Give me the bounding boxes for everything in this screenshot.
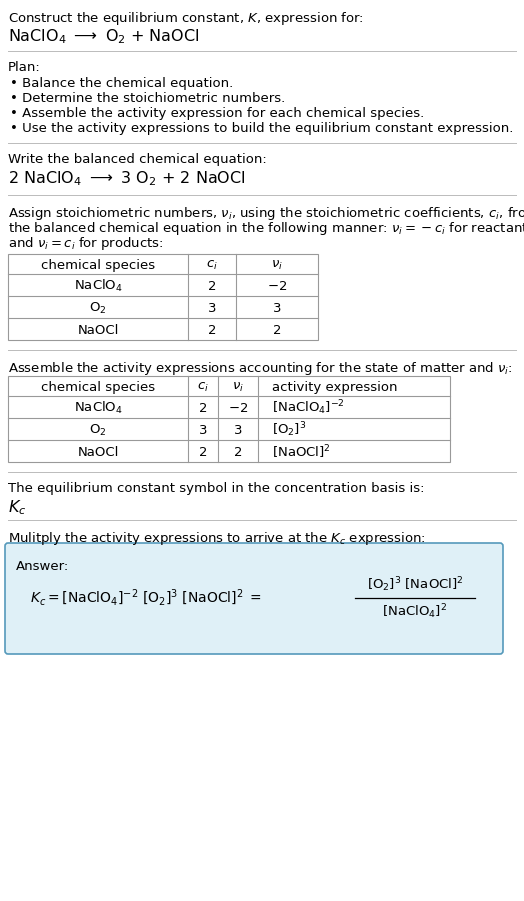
Text: $-2$: $-2$ — [267, 279, 287, 293]
Text: • Assemble the activity expression for each chemical species.: • Assemble the activity expression for e… — [10, 107, 424, 120]
Text: $\mathrm{NaClO_4}$: $\mathrm{NaClO_4}$ — [73, 278, 123, 294]
Text: Plan:: Plan: — [8, 61, 41, 74]
Text: The equilibrium constant symbol in the concentration basis is:: The equilibrium constant symbol in the c… — [8, 482, 424, 495]
Text: and $\nu_i = c_i$ for products:: and $\nu_i = c_i$ for products: — [8, 235, 163, 252]
FancyBboxPatch shape — [5, 543, 503, 654]
Text: $[\mathrm{NaClO_4}]^{-2}$: $[\mathrm{NaClO_4}]^{-2}$ — [272, 398, 345, 417]
Text: $2\ \mathrm{NaClO_4}$ $\longrightarrow$ $3\ \mathrm{O_2}$ $+\ 2\ \mathrm{NaOCl}$: $2\ \mathrm{NaClO_4}$ $\longrightarrow$ … — [8, 169, 246, 187]
Text: 3: 3 — [234, 423, 242, 436]
Text: $\mathrm{O_2}$: $\mathrm{O_2}$ — [89, 300, 107, 315]
Text: 3: 3 — [208, 302, 216, 314]
Text: $\nu_i$: $\nu_i$ — [232, 380, 244, 394]
Text: $[\mathrm{O_2}]^{3}$: $[\mathrm{O_2}]^{3}$ — [272, 421, 307, 440]
Text: • Use the activity expressions to build the equilibrium constant expression.: • Use the activity expressions to build … — [10, 122, 514, 135]
Bar — [8, 376, 450, 462]
Text: • Balance the chemical equation.: • Balance the chemical equation. — [10, 77, 233, 90]
Text: Assign stoichiometric numbers, $\nu_i$, using the stoichiometric coefficients, $: Assign stoichiometric numbers, $\nu_i$, … — [8, 205, 524, 222]
Text: Mulitply the activity expressions to arrive at the $K_c$ expression:: Mulitply the activity expressions to arr… — [8, 530, 426, 547]
Text: NaOCl: NaOCl — [78, 445, 119, 459]
Text: 2: 2 — [234, 445, 242, 459]
Text: 2: 2 — [199, 445, 208, 459]
Text: $[\mathrm{NaOCl}]^{2}$: $[\mathrm{NaOCl}]^{2}$ — [272, 443, 331, 460]
Text: 2: 2 — [273, 323, 281, 336]
Text: Answer:: Answer: — [16, 560, 69, 573]
Text: 3: 3 — [273, 302, 281, 314]
Text: NaOCl: NaOCl — [78, 323, 119, 336]
Text: chemical species: chemical species — [41, 380, 155, 394]
Text: $[\mathrm{NaClO_4}]^{2}$: $[\mathrm{NaClO_4}]^{2}$ — [383, 603, 447, 622]
Text: chemical species: chemical species — [41, 259, 155, 271]
Text: the balanced chemical equation in the following manner: $\nu_i = -c_i$ for react: the balanced chemical equation in the fo… — [8, 220, 524, 237]
Text: $\mathrm{O_2}$: $\mathrm{O_2}$ — [89, 423, 107, 438]
Text: $[\mathrm{O_2}]^{3}\ [\mathrm{NaOCl}]^{2}$: $[\mathrm{O_2}]^{3}\ [\mathrm{NaOCl}]^{2… — [367, 576, 463, 595]
Text: activity expression: activity expression — [272, 380, 398, 394]
Bar — [8, 254, 318, 340]
Text: $\mathrm{NaClO_4}$ $\longrightarrow$ $\mathrm{O_2}$ + NaOCl: $\mathrm{NaClO_4}$ $\longrightarrow$ $\m… — [8, 27, 200, 46]
Text: $c_i$: $c_i$ — [206, 259, 218, 271]
Text: $c_i$: $c_i$ — [197, 380, 209, 394]
Text: 2: 2 — [199, 402, 208, 414]
Text: Assemble the activity expressions accounting for the state of matter and $\nu_i$: Assemble the activity expressions accoun… — [8, 360, 512, 377]
Text: Construct the equilibrium constant, $K$, expression for:: Construct the equilibrium constant, $K$,… — [8, 10, 364, 27]
Text: 2: 2 — [208, 279, 216, 293]
Text: • Determine the stoichiometric numbers.: • Determine the stoichiometric numbers. — [10, 92, 285, 105]
Text: $\mathrm{NaClO_4}$: $\mathrm{NaClO_4}$ — [73, 400, 123, 416]
Text: 2: 2 — [208, 323, 216, 336]
Text: 3: 3 — [199, 423, 208, 436]
Text: $\nu_i$: $\nu_i$ — [271, 259, 283, 271]
Text: $K_c = [\mathrm{NaClO_4}]^{-2}\ [\mathrm{O_2}]^{3}\ [\mathrm{NaOCl}]^{2}\ =$: $K_c = [\mathrm{NaClO_4}]^{-2}\ [\mathrm… — [30, 587, 262, 608]
Text: Write the balanced chemical equation:: Write the balanced chemical equation: — [8, 153, 267, 166]
Text: $K_c$: $K_c$ — [8, 498, 26, 516]
Text: $-2$: $-2$ — [228, 402, 248, 414]
